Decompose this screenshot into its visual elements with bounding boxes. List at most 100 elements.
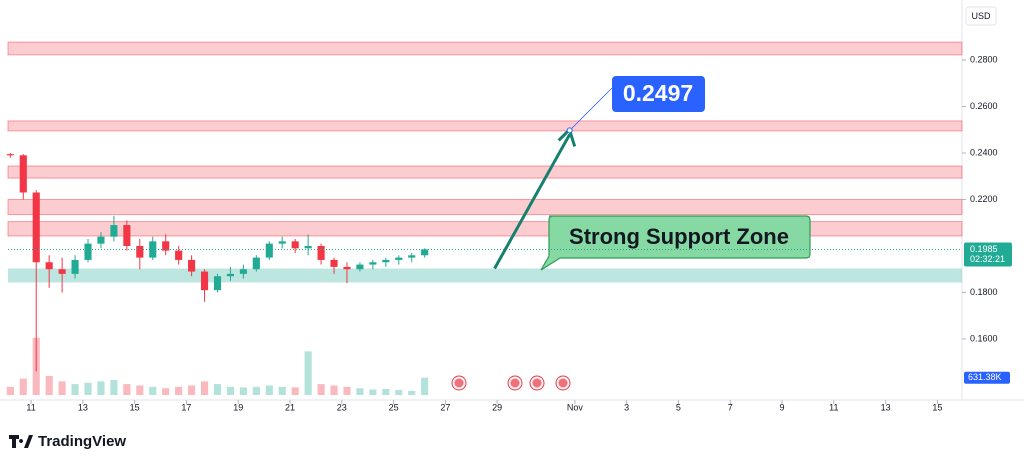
candle-body <box>213 276 222 291</box>
volume-bar <box>6 386 14 395</box>
volume-bar <box>395 390 403 395</box>
volume-bar <box>19 378 27 395</box>
x-tick-label: 23 <box>337 402 347 412</box>
event-icons <box>451 375 571 391</box>
target-box <box>612 76 705 112</box>
volume-bar <box>123 384 131 395</box>
y-tick-label: 0.2800 <box>970 54 998 64</box>
volume-bar <box>252 386 260 395</box>
resistance-zone <box>7 41 963 56</box>
volume-bar <box>330 385 338 395</box>
target-point <box>566 127 573 134</box>
volume-bar <box>265 385 273 395</box>
candle-body <box>291 241 299 249</box>
event-icon[interactable] <box>529 375 545 391</box>
resistance-zone <box>7 198 963 216</box>
volume-bar <box>97 381 105 395</box>
candle-body <box>110 225 118 237</box>
y-tick-label: 0.1600 <box>970 333 998 343</box>
current-price-box <box>964 242 1012 267</box>
y-tick-label: 0.1800 <box>970 287 998 297</box>
candle-body <box>162 241 170 251</box>
candle-body <box>84 243 92 260</box>
volume-bar <box>356 388 364 395</box>
volume-bar <box>45 375 53 395</box>
candle-body <box>239 269 247 274</box>
volume-bar <box>304 351 312 395</box>
resistance-zone <box>7 120 963 132</box>
brand-name: TradingView <box>38 433 126 450</box>
candle-body <box>421 249 429 256</box>
volume-bar <box>317 384 325 395</box>
callout-text: Strong Support Zone <box>569 224 789 249</box>
volume-bar <box>84 382 92 395</box>
candle-body <box>369 262 377 265</box>
resistance-zone <box>7 165 963 179</box>
x-tick-label: 9 <box>780 402 785 412</box>
resistance-zone <box>7 221 963 237</box>
x-tick-label: 21 <box>285 402 295 412</box>
candle-body <box>45 262 53 270</box>
x-tick-label: 5 <box>676 402 681 412</box>
candle-body <box>408 255 416 258</box>
volume-bar <box>291 387 299 395</box>
x-tick-label: 27 <box>440 402 450 412</box>
volume-bar <box>343 386 351 395</box>
volume-bar <box>188 385 196 395</box>
y-tick-label: 0.2200 <box>970 194 998 204</box>
y-tick-label: 0.2600 <box>970 101 998 111</box>
y-tick-label: 0.2400 <box>970 147 998 157</box>
arrow-shaft <box>493 133 571 270</box>
x-tick-label: 3 <box>624 402 629 412</box>
event-icon[interactable] <box>451 375 467 391</box>
volume-bar <box>175 386 183 395</box>
candle-body <box>71 259 79 274</box>
volume-bar <box>408 390 416 395</box>
target-connector <box>569 87 613 131</box>
candle-body <box>304 245 312 249</box>
candle-body <box>200 271 209 291</box>
candle-body <box>343 266 351 270</box>
x-tick-label: 11 <box>26 402 35 412</box>
volume-bar <box>382 389 390 395</box>
volume-bar <box>162 388 170 395</box>
volume-bar <box>213 384 222 395</box>
x-tick-label: 17 <box>181 402 191 412</box>
volume-bar <box>71 384 79 395</box>
x-tick-label: 11 <box>829 402 838 412</box>
current-price: 0.1985 <box>970 244 998 254</box>
event-icon[interactable] <box>555 375 571 391</box>
candle-body <box>330 259 338 267</box>
candle-body <box>356 264 364 270</box>
x-tick-label: 7 <box>728 402 733 412</box>
currency: USD <box>971 11 991 21</box>
x-tick-label: Nov <box>567 402 584 412</box>
candle-body <box>382 259 390 263</box>
x-tick-label: 29 <box>492 402 502 412</box>
x-tick-label: 15 <box>932 402 942 412</box>
volume-bar <box>149 386 157 395</box>
x-tick-label: 19 <box>233 402 243 412</box>
candle-body <box>97 236 105 244</box>
event-icon[interactable] <box>507 375 523 391</box>
volume-bar <box>239 387 247 395</box>
brand-logo <box>9 435 33 448</box>
brand: TradingView <box>9 433 126 450</box>
callout-box <box>540 215 811 271</box>
candle-body <box>19 155 27 193</box>
volume-bar <box>421 377 429 395</box>
x-tick-label: 13 <box>881 402 891 412</box>
volume-bar <box>58 381 66 395</box>
volume-bar <box>200 381 209 395</box>
volume-bar <box>278 386 286 395</box>
candle-body <box>226 273 235 277</box>
candle-body <box>265 243 273 258</box>
volume-bar <box>369 389 377 395</box>
candle-body <box>58 269 66 274</box>
candle-body <box>175 250 183 260</box>
currency-box[interactable] <box>965 6 997 26</box>
candle-body <box>395 257 403 260</box>
volume-bar <box>226 386 235 395</box>
support-callout: Strong Support Zone <box>540 215 811 271</box>
